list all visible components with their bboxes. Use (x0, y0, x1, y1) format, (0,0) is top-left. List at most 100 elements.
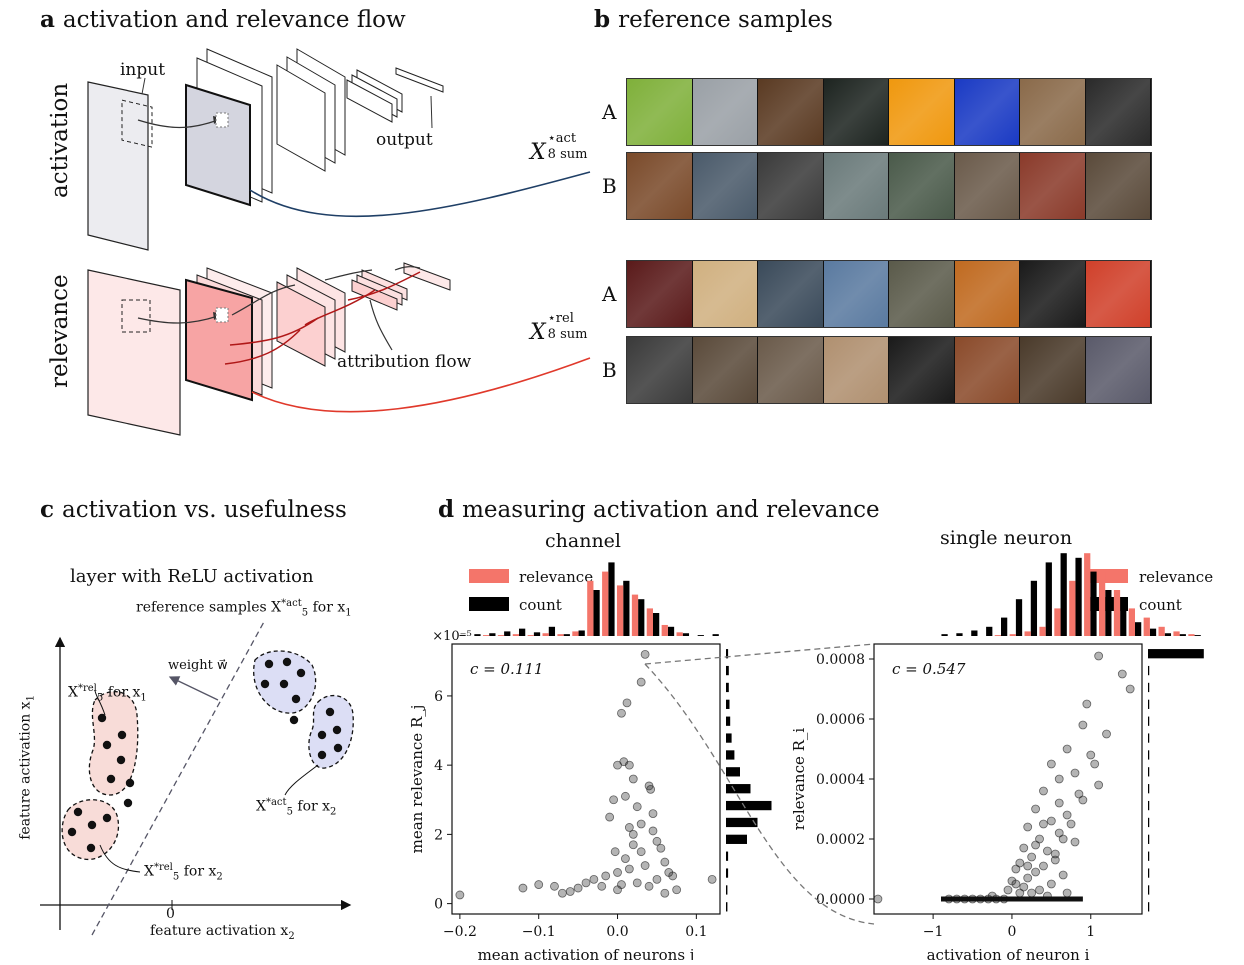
sample-image-tile (1085, 79, 1151, 145)
x-axis-label: activation of neuron i (927, 946, 1090, 960)
act-x2-main: X (256, 798, 266, 815)
scatter-point (1078, 795, 1088, 805)
scatter-point (1019, 843, 1029, 853)
forward-arrow-3 (394, 266, 421, 271)
top-histogram-relevance-bar (1024, 631, 1031, 636)
sample-image-tile (758, 261, 824, 327)
scale-note: ×10⁻⁵ (432, 629, 472, 644)
scatter-point (617, 708, 626, 718)
scatter-point (1031, 840, 1040, 850)
legend-relevance-swatch (469, 569, 509, 583)
act-link-sup: ⋆act (547, 131, 577, 146)
scatter-point (565, 887, 575, 896)
side-histogram-bar (726, 800, 772, 811)
top-histogram-count-bar (941, 634, 948, 636)
scatter-point (636, 819, 646, 829)
scatter-point (581, 878, 591, 888)
rel-x1-main: X (68, 684, 78, 701)
scatter-point (1043, 846, 1052, 856)
scatter-point (610, 847, 620, 857)
relevance-patch-arrow (137, 315, 219, 324)
relevance-layer-front (185, 278, 253, 402)
sample-image-tile (692, 261, 758, 327)
scatter-point (613, 885, 622, 895)
top-histogram-count-bar (1120, 608, 1127, 636)
y-tick-label: 0.0006 (816, 712, 865, 728)
top-histogram-relevance-bar (1113, 590, 1121, 636)
act-x2-for-sub: 2 (330, 806, 337, 818)
scatter-point (573, 883, 583, 893)
scatter-point (1003, 885, 1013, 895)
top-histogram-count-bar (533, 632, 541, 636)
sample-image-strip (626, 260, 1152, 328)
scatter-point (550, 881, 559, 891)
scatter-point (518, 883, 528, 893)
sample-row-label: A (602, 282, 617, 306)
scatter-point (1062, 810, 1072, 820)
scatter-point (534, 880, 544, 889)
c-ylabel: feature activation x1 (18, 692, 37, 842)
side-histogram-bar (726, 767, 740, 777)
top-histogram-count-bar (504, 631, 511, 636)
scatter-point (648, 826, 658, 836)
side-histogram-bar (726, 784, 751, 794)
correlation-annotation: c = 0.111 (470, 660, 543, 678)
sample-image-tile (627, 79, 693, 145)
panel-c-subtitle: layer with ReLU activation (70, 566, 314, 587)
panel-a-title: a activation and relevance flow (40, 6, 406, 33)
attribution-arrow-1 (347, 271, 421, 301)
zoom-connector-top (644, 643, 875, 665)
activation-link-line (249, 171, 591, 218)
scatter-point (1019, 882, 1029, 892)
relevance-link-line (251, 357, 591, 413)
sample-image-tile (954, 153, 1020, 219)
sample-image-strip (626, 78, 1152, 146)
y-tick-label: 4 (434, 758, 443, 774)
ref-samples-sub: 5 (301, 607, 309, 619)
y-tick-label: 0.0000 (816, 892, 865, 908)
rel-x1-pointer (94, 689, 106, 716)
attribution-flow-label: attribution flow (337, 352, 472, 372)
top-histogram-count-bar (1001, 617, 1008, 636)
forward-arrow-1 (231, 284, 296, 316)
sample-image-tile (889, 153, 955, 219)
attribution-arrow-2 (304, 289, 376, 326)
top-histogram-relevance-bar (676, 632, 683, 636)
scatter-point (1046, 879, 1056, 889)
weight-arrow (168, 676, 219, 701)
act-link-sub: 8 sum (547, 147, 588, 162)
side-histogram-bar (726, 750, 735, 760)
side-histogram-bar (726, 733, 732, 743)
top-histogram-count-bar (712, 634, 719, 636)
top-histogram-relevance-bar (616, 585, 624, 636)
scatter-point (1074, 789, 1084, 799)
scatter-point (1050, 849, 1060, 859)
top-histogram-count-bar (1015, 599, 1023, 636)
act-link-label: X ⋆act 8 sum (530, 131, 596, 165)
x-tick-label: 0.0 (606, 924, 628, 940)
panel-c-title-text: activation vs. usefulness (62, 497, 347, 523)
scatter-point (589, 874, 599, 884)
weight-label: weight w⃗ (168, 658, 228, 673)
top-histogram-count-bar (1045, 562, 1052, 636)
output-pointer (430, 95, 433, 129)
output-label: output (376, 130, 433, 150)
top-histogram-relevance-bar (512, 634, 519, 636)
sample-row-label: B (602, 174, 617, 198)
y-tick-label: 0.0008 (816, 652, 865, 668)
c-zero-label: 0 (166, 906, 175, 922)
legend-relevance-label: relevance (519, 568, 594, 586)
scatter-point (1035, 885, 1044, 895)
relevance-network (87, 262, 591, 436)
scatter-point (597, 881, 607, 891)
scatter-point (1039, 786, 1048, 796)
x-axis-label: mean activation of neurons j (478, 946, 695, 960)
side-histogram-bar (726, 851, 729, 861)
y-tick-label: 0 (434, 897, 443, 913)
scatter-point (640, 861, 650, 870)
sample-image-tile (823, 79, 889, 145)
top-histogram-relevance-bar (1173, 631, 1180, 636)
top-histogram-count-bar (1194, 635, 1201, 636)
correlation-annotation: c = 0.547 (892, 660, 966, 678)
scatter-point (1011, 864, 1021, 874)
